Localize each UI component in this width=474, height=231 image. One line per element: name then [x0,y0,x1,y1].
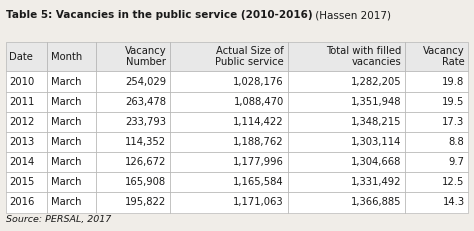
Text: 263,478: 263,478 [125,97,166,107]
Text: 233,793: 233,793 [125,117,166,127]
Text: 1,366,885: 1,366,885 [351,198,401,207]
Text: 1,088,470: 1,088,470 [234,97,284,107]
Text: 19.8: 19.8 [442,76,465,87]
Bar [170,172,288,192]
Text: 1,304,668: 1,304,668 [351,157,401,167]
Text: 2013: 2013 [9,137,35,147]
Text: 2015: 2015 [9,177,35,187]
Bar [405,112,468,132]
Bar [405,172,468,192]
Text: 1,165,584: 1,165,584 [233,177,284,187]
Bar [288,112,405,132]
Bar [170,42,288,72]
Bar [288,172,405,192]
Bar [288,192,405,213]
Bar [47,152,96,172]
Text: 2014: 2014 [9,157,35,167]
Bar [170,92,288,112]
Text: 1,303,114: 1,303,114 [351,137,401,147]
Bar [96,132,170,152]
Text: 254,029: 254,029 [125,76,166,87]
Bar [6,72,47,92]
Text: 1,351,948: 1,351,948 [351,97,401,107]
Bar [47,192,96,213]
Bar [405,132,468,152]
Text: (Hassen 2017): (Hassen 2017) [312,10,392,20]
Text: 17.3: 17.3 [442,117,465,127]
Text: March: March [51,198,81,207]
Bar [170,132,288,152]
Text: 1,114,422: 1,114,422 [233,117,284,127]
Text: March: March [51,157,81,167]
Text: 2011: 2011 [9,97,35,107]
Bar [96,192,170,213]
Text: 165,908: 165,908 [125,177,166,187]
Bar [6,172,47,192]
Bar [170,72,288,92]
Text: Source: PERSAL, 2017: Source: PERSAL, 2017 [6,215,111,224]
Bar [405,152,468,172]
Bar [96,92,170,112]
Bar [6,192,47,213]
Bar [47,42,96,72]
Text: 1,331,492: 1,331,492 [351,177,401,187]
Bar [405,92,468,112]
Bar [405,42,468,72]
Text: 9.7: 9.7 [448,157,465,167]
Text: March: March [51,97,81,107]
Bar [288,152,405,172]
Text: 1,348,215: 1,348,215 [351,117,401,127]
Text: 2016: 2016 [9,198,35,207]
Text: 1,177,996: 1,177,996 [233,157,284,167]
Bar [170,192,288,213]
Text: 8.8: 8.8 [449,137,465,147]
Bar [288,72,405,92]
Text: 1,188,762: 1,188,762 [233,137,284,147]
Text: 1,171,063: 1,171,063 [233,198,284,207]
Text: Vacancy
Number: Vacancy Number [125,46,166,67]
Bar [47,92,96,112]
Text: 1,282,205: 1,282,205 [351,76,401,87]
Bar [47,172,96,192]
Text: Month: Month [51,52,82,61]
Text: March: March [51,177,81,187]
Text: March: March [51,137,81,147]
Bar [6,112,47,132]
Text: Table 5: Vacancies in the public service (2010-2016): Table 5: Vacancies in the public service… [6,10,312,20]
Text: 1,028,176: 1,028,176 [233,76,284,87]
Bar [47,132,96,152]
Bar [47,72,96,92]
Bar [170,112,288,132]
Text: 126,672: 126,672 [125,157,166,167]
Bar [288,42,405,72]
Text: Vacancy
Rate: Vacancy Rate [423,46,465,67]
Text: 12.5: 12.5 [442,177,465,187]
Text: 114,352: 114,352 [125,137,166,147]
Bar [96,112,170,132]
Bar [6,42,47,72]
Bar [96,72,170,92]
Bar [6,152,47,172]
Text: 19.5: 19.5 [442,97,465,107]
Bar [170,152,288,172]
Bar [405,72,468,92]
Bar [96,152,170,172]
Bar [288,132,405,152]
Text: March: March [51,76,81,87]
Text: Date: Date [9,52,33,61]
Bar [96,42,170,72]
Bar [47,112,96,132]
Text: 195,822: 195,822 [125,198,166,207]
Text: Actual Size of
Public service: Actual Size of Public service [215,46,284,67]
Bar [405,192,468,213]
Bar [6,132,47,152]
Text: Total with filled
vacancies: Total with filled vacancies [326,46,401,67]
Text: 2010: 2010 [9,76,35,87]
Bar [6,92,47,112]
Bar [288,92,405,112]
Text: 2012: 2012 [9,117,35,127]
Bar [96,172,170,192]
Text: 14.3: 14.3 [442,198,465,207]
Text: March: March [51,117,81,127]
